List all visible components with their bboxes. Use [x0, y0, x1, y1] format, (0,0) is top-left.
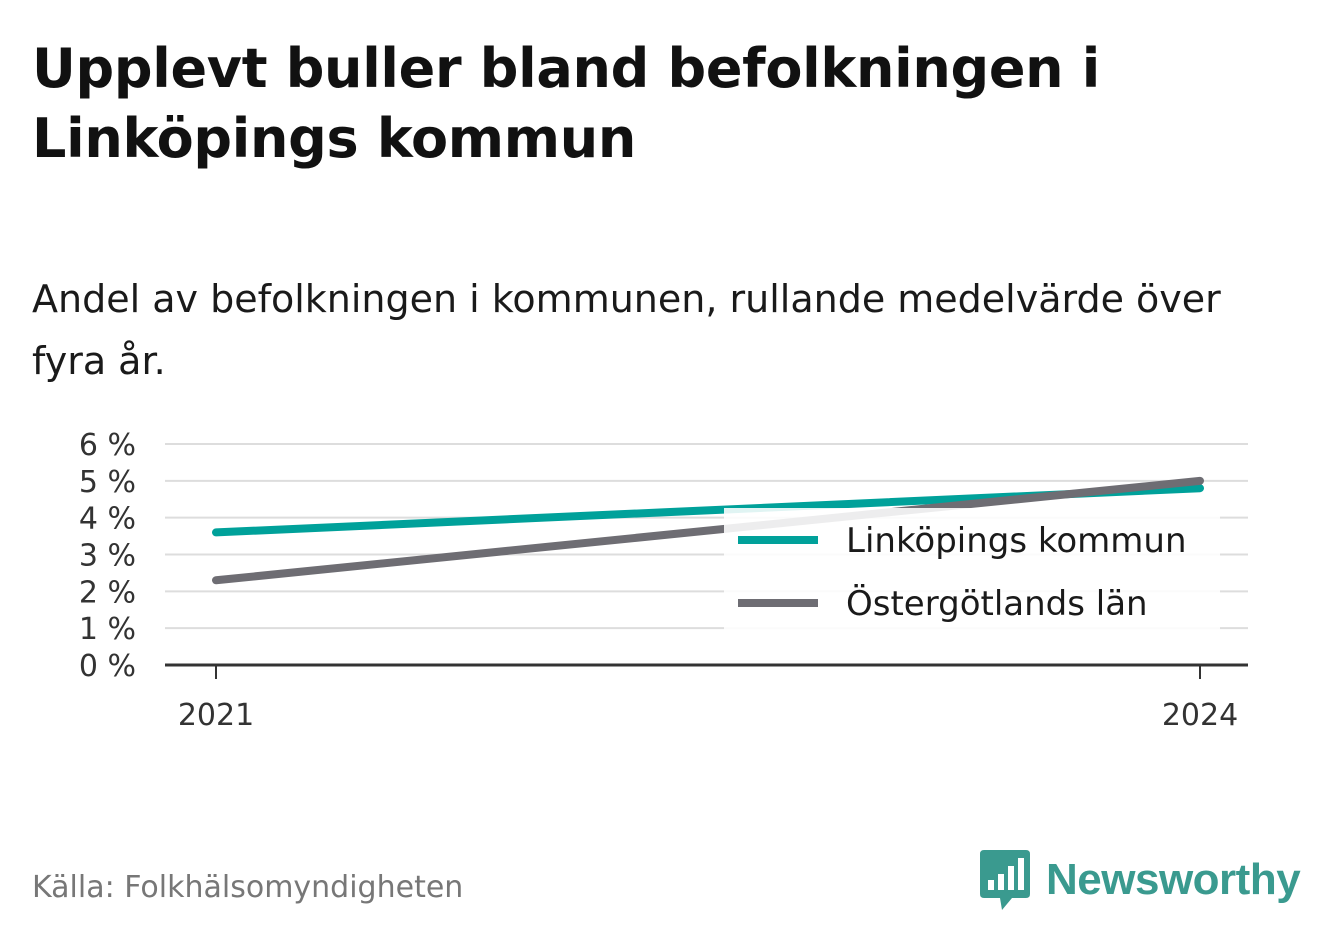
brand-name: Newsworthy: [1046, 855, 1301, 904]
legend-label-ostergotlands-lan: Östergötlands län: [846, 583, 1148, 624]
x-tick-label: 2021: [178, 698, 254, 733]
y-tick-label: 6 %: [79, 428, 136, 463]
legend-label-linkopings-kommun: Linköpings kommun: [846, 521, 1187, 561]
y-tick-label: 2 %: [79, 575, 136, 610]
y-tick-label: 0 %: [79, 649, 136, 684]
source-note: Källa: Folkhälsomyndigheten: [32, 870, 464, 905]
y-tick-label: 1 %: [79, 612, 136, 647]
chart-subtitle: Andel av befolkningen i kommunen, rullan…: [32, 277, 1221, 383]
line-chart: 0 %1 %2 %3 %4 %5 %6 % 2021 2024 Linköping…: [79, 428, 1248, 733]
legend: Linköpings kommun Östergötlands län: [724, 508, 1220, 632]
y-tick-label: 5 %: [79, 465, 136, 500]
y-axis-labels: 0 %1 %2 %3 %4 %5 %6 %: [79, 428, 136, 684]
chart-title: Upplevt buller bland befolkningen i Link…: [32, 37, 1100, 170]
brand-logo: Newsworthy: [980, 848, 1301, 912]
y-tick-label: 3 %: [79, 539, 136, 574]
x-tick-label: 2024: [1162, 698, 1238, 733]
legend-background: [724, 508, 1220, 632]
series-line-1: [212, 476, 1204, 585]
newsworthy-logo-icon: [980, 850, 1030, 910]
x-axis: 2021 2024: [165, 663, 1248, 733]
series-lines: [212, 476, 1204, 585]
y-tick-label: 4 %: [79, 502, 136, 537]
